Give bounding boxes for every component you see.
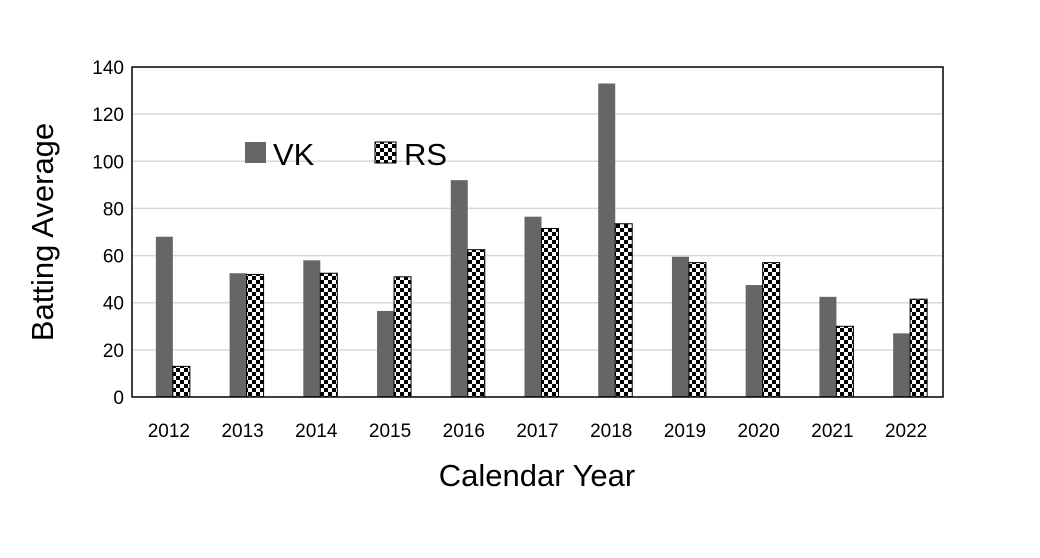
bar-rs-2017 <box>541 227 559 398</box>
legend-label-rs: RS <box>404 137 447 172</box>
bar-vk-2018 <box>598 83 616 397</box>
bar-vk-2020 <box>745 285 763 397</box>
x-tick-label: 2015 <box>369 421 411 442</box>
legend-swatch-rs <box>374 141 397 164</box>
y-tick-label: 20 <box>103 341 124 362</box>
bar-rs-2012 <box>172 365 191 398</box>
bar-vk-2022 <box>893 333 911 397</box>
bar-vk-2019 <box>671 256 689 397</box>
bar-vk-2017 <box>524 216 542 397</box>
y-tick-label: 0 <box>113 388 124 409</box>
x-tick-label: 2016 <box>443 421 485 442</box>
bars-group <box>155 83 928 398</box>
y-tick-label: 100 <box>92 152 124 173</box>
x-tick-label: 2018 <box>590 421 632 442</box>
legend-swatch-vk <box>245 142 266 163</box>
x-tick-label: 2022 <box>885 421 927 442</box>
bar-rs-2013 <box>246 273 265 398</box>
bar-rs-2021 <box>835 325 854 398</box>
x-tick-label: 2021 <box>811 421 853 442</box>
bar-rs-2014 <box>319 272 338 398</box>
y-axis-title: Batting Average <box>25 123 60 341</box>
bar-rs-2018 <box>614 223 633 398</box>
bar-vk-2015 <box>377 310 395 397</box>
y-tick-label: 40 <box>103 294 124 315</box>
y-tick-labels: 0 20 40 60 80 100 120 140 <box>92 58 124 409</box>
y-tick-label: 140 <box>92 58 124 79</box>
x-tick-label: 2014 <box>295 421 338 442</box>
bar-rs-2019 <box>688 262 707 398</box>
bar-vk-2014 <box>303 260 321 397</box>
x-tick-label: 2019 <box>664 421 706 442</box>
bar-rs-2016 <box>467 249 486 398</box>
y-tick-label: 60 <box>103 247 124 268</box>
x-tick-label: 2012 <box>148 421 190 442</box>
x-tick-label: 2013 <box>221 421 263 442</box>
y-tick-label: 80 <box>103 199 124 220</box>
x-tick-label: 2017 <box>516 421 558 442</box>
bar-rs-2015 <box>393 276 412 398</box>
plot-frame <box>131 66 944 398</box>
x-tick-labels: 2012 2013 2014 2015 2016 2017 2018 2019 2020 2021… <box>148 421 928 442</box>
bar-vk-2016 <box>450 180 468 397</box>
bar-vk-2013 <box>229 273 247 397</box>
x-axis-title: Calendar Year <box>439 458 636 493</box>
y-tick-label: 120 <box>92 105 124 126</box>
bar-vk-2012 <box>155 236 173 397</box>
x-tick-label: 2020 <box>738 421 780 442</box>
bar-rs-2020 <box>762 262 781 398</box>
bar-rs-2022 <box>909 298 928 398</box>
bar-vk-2021 <box>819 296 837 397</box>
legend: VK RS <box>245 137 447 172</box>
legend-label-vk: VK <box>273 137 315 172</box>
